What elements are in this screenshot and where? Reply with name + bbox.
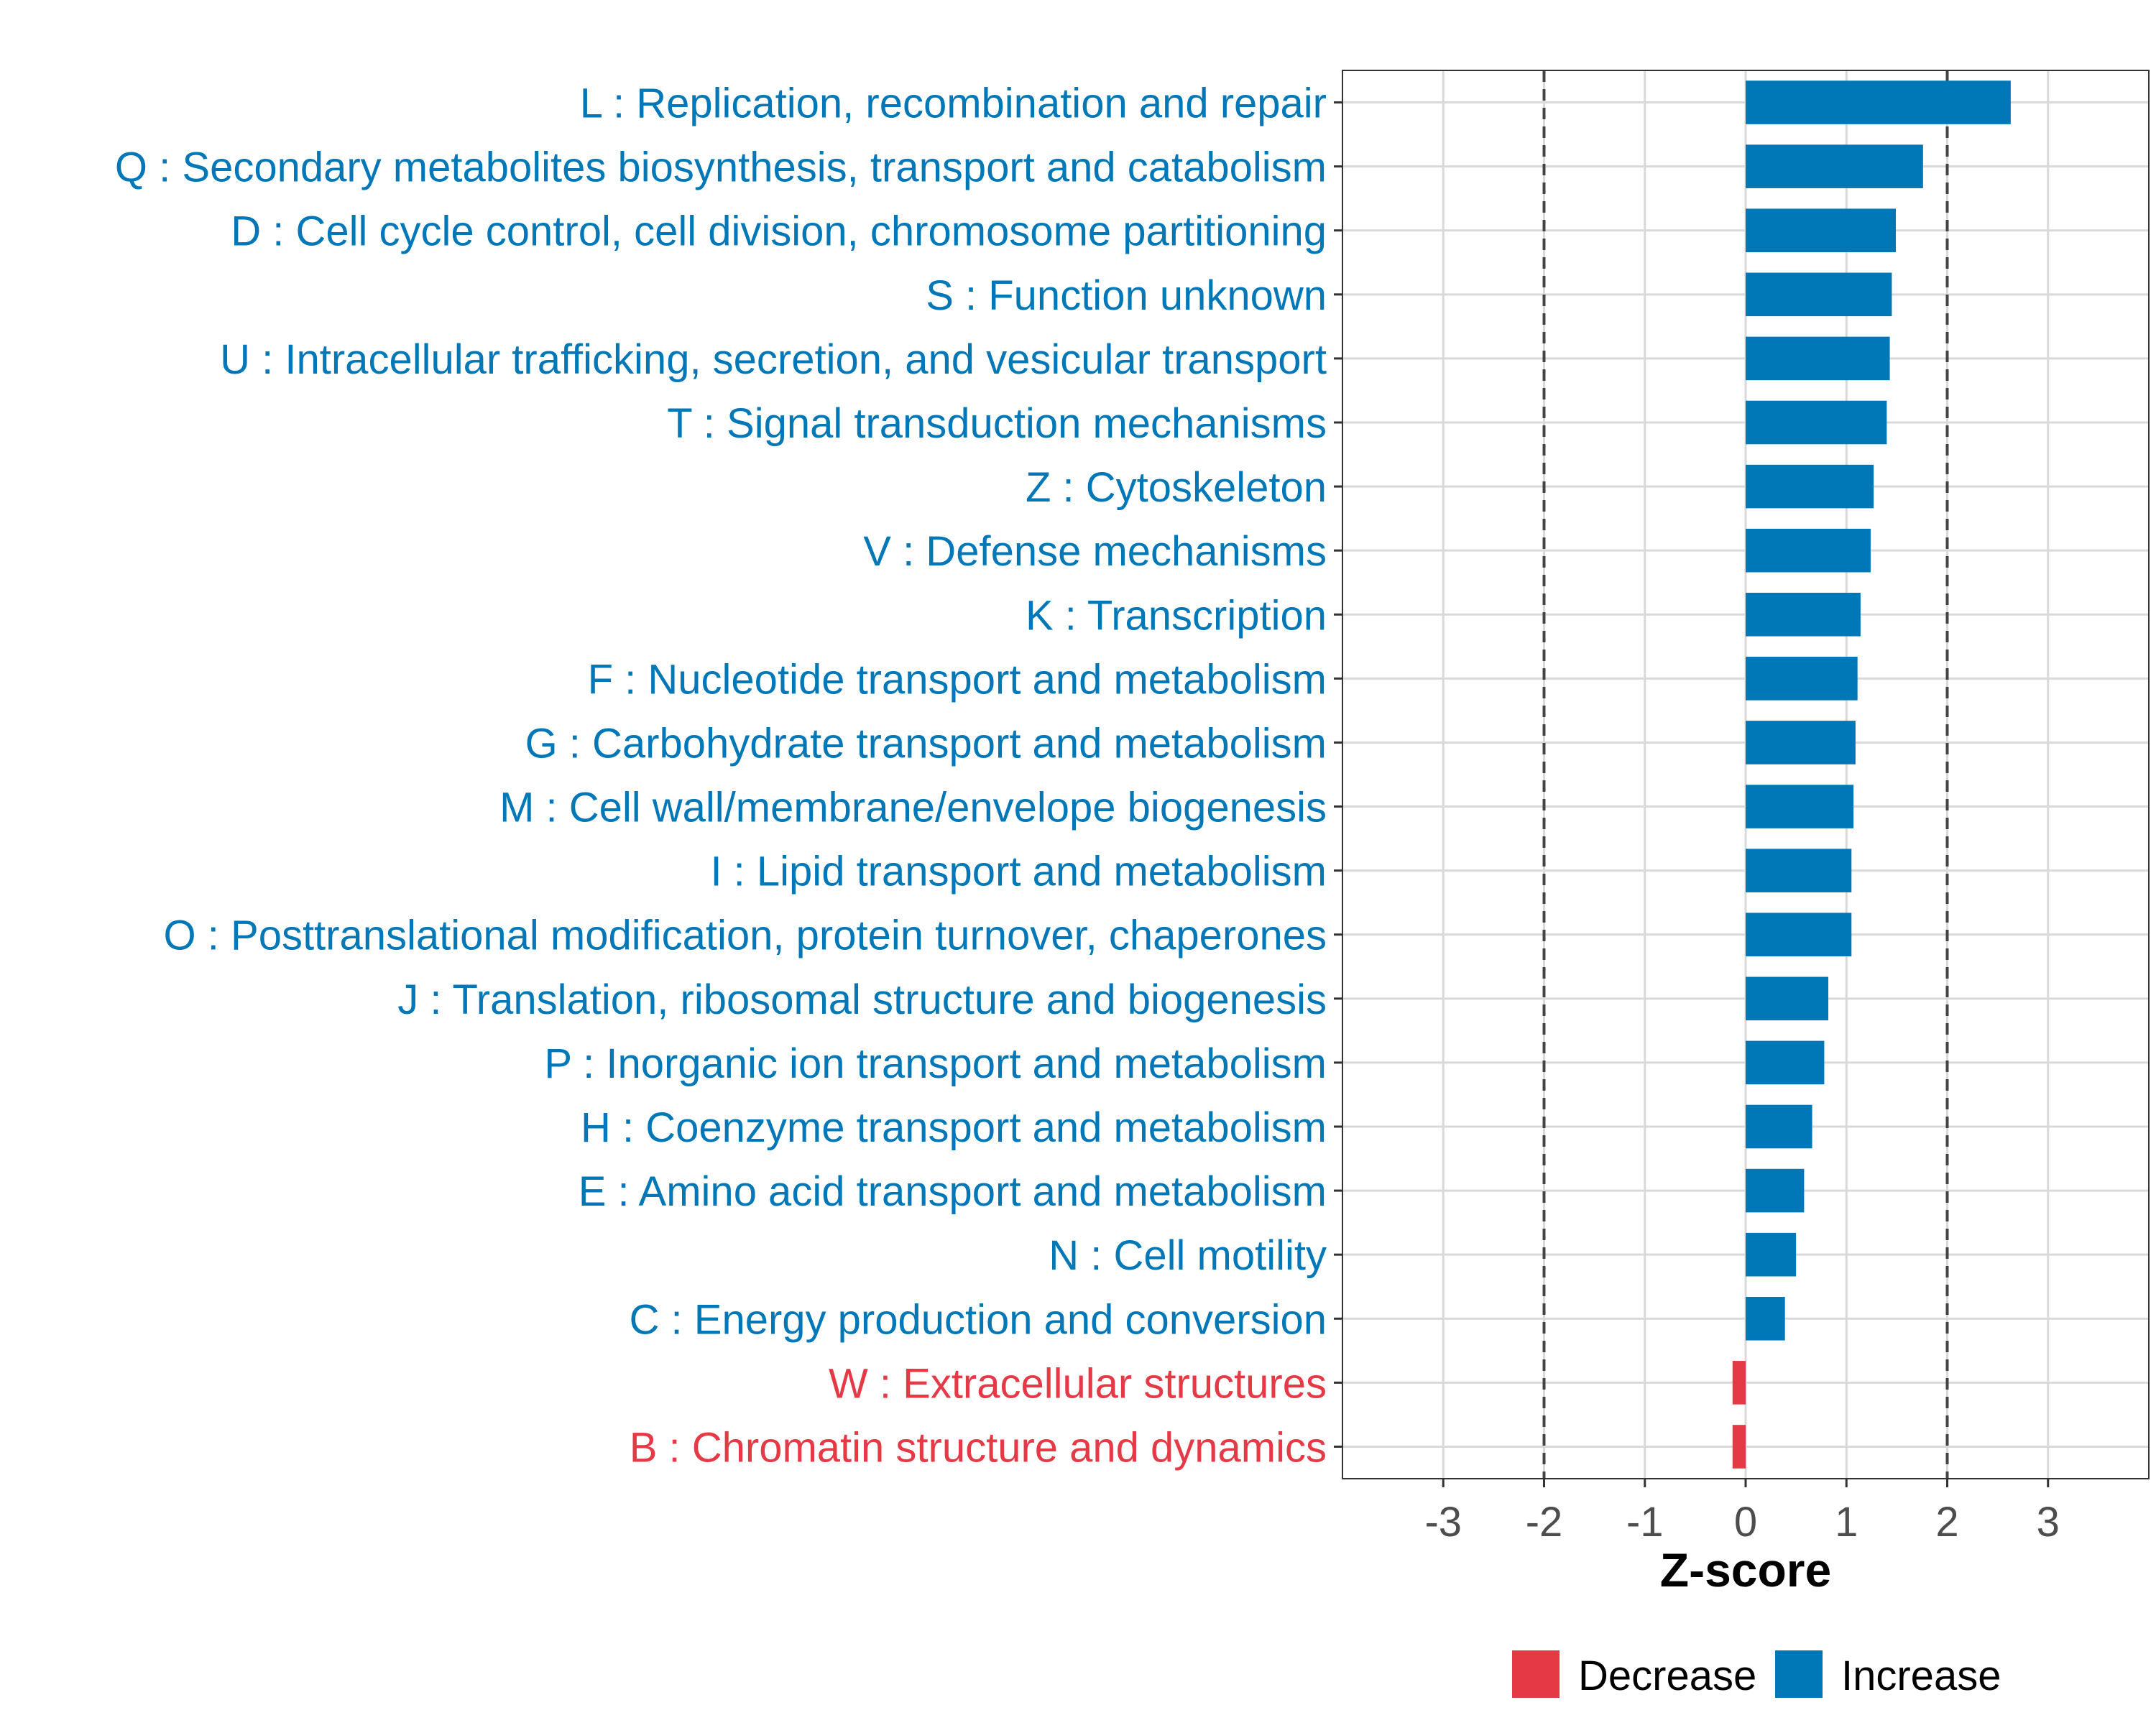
legend-label: Decrease — [1578, 1653, 1756, 1699]
bar — [1746, 1040, 1825, 1085]
x-tick-label: 2 — [1935, 1499, 1958, 1546]
x-tick-label: -1 — [1626, 1499, 1664, 1546]
category-label: P : Inorganic ion transport and metaboli… — [544, 1040, 1327, 1087]
bar — [1746, 912, 1852, 957]
bar — [1746, 592, 1861, 637]
x-tick-label: -3 — [1424, 1499, 1462, 1546]
bar — [1746, 336, 1890, 381]
bar — [1746, 1168, 1805, 1213]
bar — [1746, 657, 1858, 701]
bar — [1746, 1232, 1797, 1277]
legend-swatch — [1775, 1650, 1823, 1698]
bar — [1746, 849, 1852, 892]
category-label: G : Carbohydrate transport and metabolis… — [525, 720, 1327, 767]
bar — [1746, 1296, 1785, 1341]
bar — [1746, 785, 1854, 828]
category-label: W : Extracellular structures — [829, 1360, 1327, 1407]
bar — [1732, 1361, 1746, 1405]
x-ticks: -3 -2 -1 0 1 2 3 — [1424, 1479, 2060, 1546]
bar — [1746, 1104, 1812, 1149]
category-label: B : Chromatin structure and dynamics — [630, 1424, 1327, 1471]
y-tick-marks — [1334, 101, 1342, 1448]
category-label: S : Function unknown — [926, 272, 1327, 319]
category-label: F : Nucleotide transport and metabolism — [588, 656, 1327, 703]
category-labels: L : Replication, recombination and repai… — [115, 80, 1327, 1471]
category-label: V : Defense mechanisms — [863, 528, 1327, 575]
bars — [1732, 80, 2011, 1469]
category-label: U : Intracellular trafficking, secretion… — [220, 336, 1327, 383]
category-label: I : Lipid transport and metabolism — [710, 849, 1327, 895]
x-tick-label: 1 — [1835, 1499, 1858, 1546]
reference-lines — [1542, 70, 1949, 1479]
bar — [1746, 528, 1871, 573]
bar — [1746, 976, 1829, 1021]
category-label: H : Coenzyme transport and metabolism — [581, 1104, 1327, 1151]
category-label: J : Translation, ribosomal structure and… — [397, 976, 1327, 1023]
bar — [1746, 400, 1887, 445]
bar — [1746, 80, 2011, 124]
bar — [1746, 272, 1892, 317]
category-label: C : Energy production and conversion — [630, 1296, 1327, 1343]
bar — [1746, 464, 1874, 509]
category-label: E : Amino acid transport and metabolism — [579, 1168, 1327, 1215]
category-label: M : Cell wall/membrane/envelope biogenes… — [499, 785, 1327, 831]
category-label: T : Signal transduction mechanisms — [667, 400, 1327, 447]
category-label: K : Transcription — [1026, 592, 1327, 639]
category-label: O : Posttranslational modification, prot… — [164, 912, 1327, 959]
category-label: N : Cell motility — [1049, 1232, 1327, 1279]
category-label: Z : Cytoskeleton — [1026, 464, 1327, 511]
category-label: D : Cell cycle control, cell division, c… — [231, 208, 1327, 255]
x-axis-title: Z-score — [1660, 1543, 1831, 1597]
bar — [1746, 144, 1923, 188]
legend-label: Increase — [1841, 1653, 2001, 1699]
x-tick-label: -2 — [1526, 1499, 1563, 1546]
legend-swatch — [1512, 1650, 1560, 1698]
bar — [1746, 721, 1856, 764]
x-tick-label: 3 — [2037, 1499, 2060, 1546]
legend: Decrease Increase — [1512, 1650, 2001, 1699]
bar — [1732, 1425, 1746, 1469]
category-label: L : Replication, recombination and repai… — [580, 80, 1327, 127]
bar — [1746, 208, 1896, 253]
category-label: Q : Secondary metabolites biosynthesis, … — [115, 144, 1327, 191]
x-tick-label: 0 — [1734, 1499, 1757, 1546]
